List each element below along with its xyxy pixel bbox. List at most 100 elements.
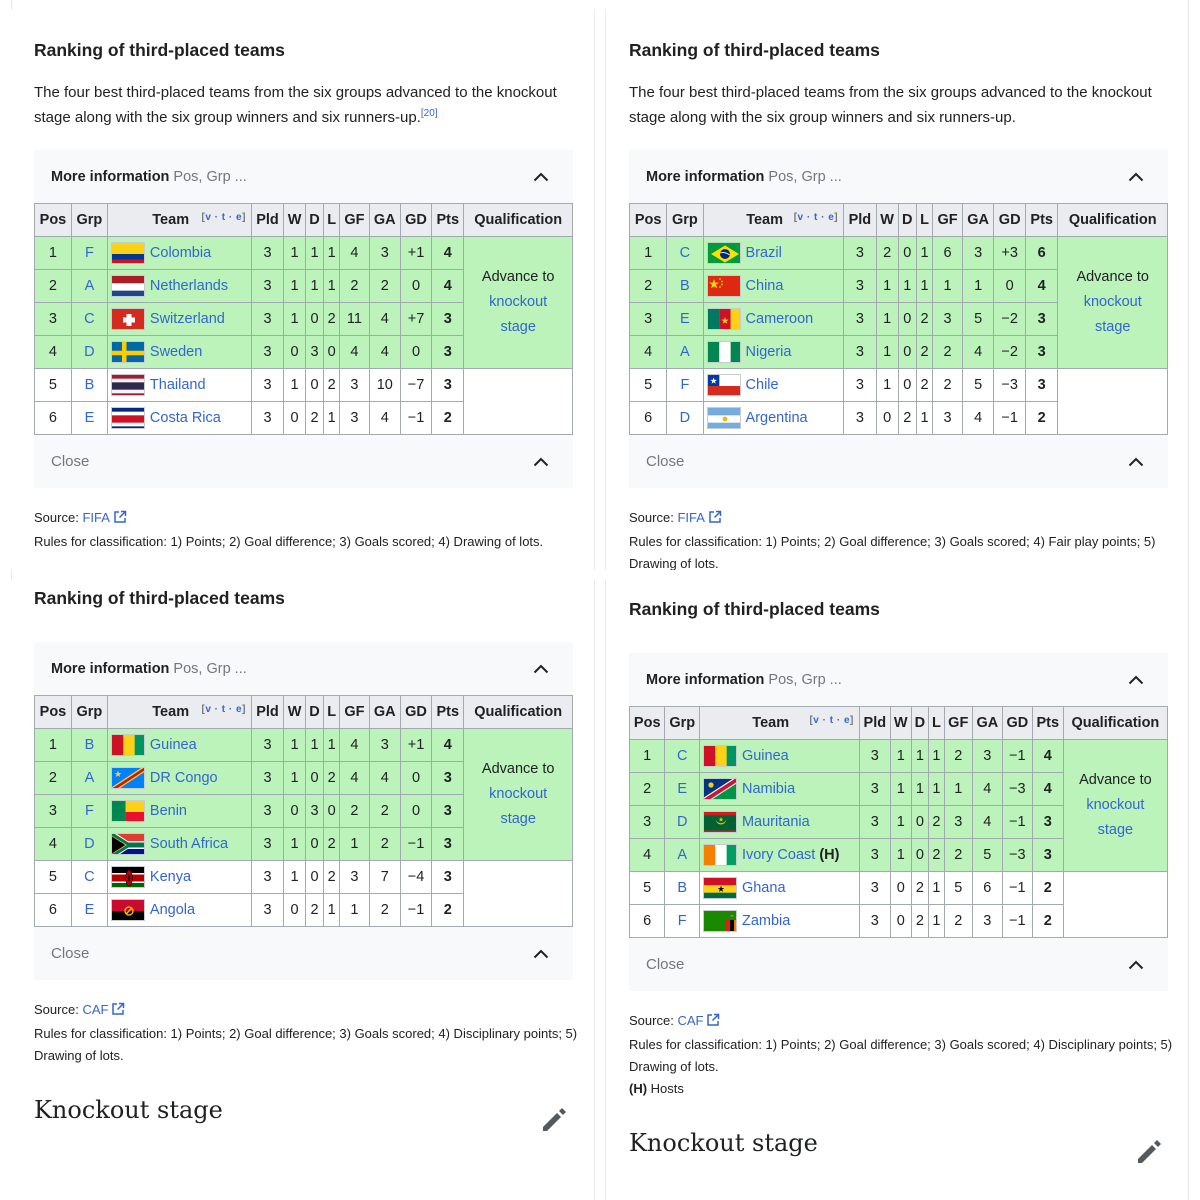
team-link[interactable]: Argentina [745, 409, 808, 426]
table-row: 2 E Namibia 3 1 1 1 1 4 −3 4 [628, 772, 1168, 806]
team-link[interactable]: Thailand [149, 376, 206, 393]
team-link[interactable]: DR Congo [149, 769, 218, 786]
group-link[interactable]: F [84, 245, 94, 261]
close-toggle[interactable]: Close [629, 435, 1168, 488]
team-link[interactable]: South Africa [149, 835, 229, 852]
vte-links[interactable]: [v · t · e] [793, 212, 839, 223]
knockout-stage-link[interactable]: knockout [1083, 294, 1142, 310]
knockout-stage-link-2[interactable]: stage [500, 811, 536, 827]
d-cell: 2 [304, 401, 325, 435]
column-header-l: L [928, 706, 945, 740]
vte-links[interactable]: [v · t · e] [809, 715, 854, 726]
vte-label[interactable]: v · t · e [813, 715, 851, 726]
vte-label[interactable]: v · t · e [205, 212, 243, 223]
group-link[interactable]: E [677, 781, 688, 797]
chevron-up-icon[interactable] [533, 457, 549, 467]
vte-links[interactable]: [v · t · e] [201, 212, 246, 223]
ga-cell: 4 [368, 302, 401, 336]
pencil-icon[interactable] [539, 1105, 569, 1135]
team-link[interactable]: Netherlands [149, 277, 229, 294]
group-link[interactable]: F [84, 803, 94, 819]
group-link[interactable]: F [680, 377, 690, 393]
more-information-toggle[interactable]: More information Pos, Grp ... [629, 653, 1168, 706]
netherlands-flag-icon [110, 275, 145, 297]
team-link[interactable]: Colombia [149, 244, 212, 261]
group-link[interactable]: B [84, 737, 95, 753]
group-link[interactable]: A [84, 278, 95, 294]
close-toggle[interactable]: Close [34, 435, 573, 488]
column-header-qualification: Qualification [1062, 706, 1169, 740]
knockout-stage-link[interactable]: knockout [489, 786, 548, 802]
source-link[interactable]: CAF [82, 1002, 109, 1017]
knockout-stage-link-2[interactable]: stage [500, 319, 536, 335]
team-link[interactable]: Chile [745, 376, 779, 393]
reference-link[interactable]: [20] [420, 108, 438, 119]
group-link[interactable]: D [676, 814, 688, 830]
knockout-stage-link-2[interactable]: stage [1094, 319, 1131, 335]
w-cell: 1 [283, 269, 306, 303]
vte-label[interactable]: v · t · e [797, 212, 835, 223]
team-link[interactable]: Benin [149, 802, 187, 819]
group-link[interactable]: C [84, 869, 95, 885]
source-link[interactable]: FIFA [82, 510, 110, 525]
vte-label[interactable]: v · t · e [205, 704, 243, 715]
chevron-up-icon[interactable] [533, 664, 549, 674]
chevron-up-icon[interactable] [1128, 960, 1144, 970]
team-link[interactable]: Nigeria [745, 343, 792, 360]
team-cell: Colombia [106, 236, 252, 270]
knockout-stage-link[interactable]: knockout [1086, 797, 1145, 813]
team-link[interactable]: Zambia [741, 912, 791, 929]
group-link[interactable]: B [84, 377, 95, 393]
chevron-up-icon[interactable] [1128, 457, 1144, 467]
group-link[interactable]: E [84, 410, 95, 426]
group-link[interactable]: E [680, 311, 690, 327]
chevron-up-icon[interactable] [1128, 172, 1144, 182]
group-link[interactable]: A [84, 770, 95, 786]
group-link[interactable]: F [677, 913, 687, 929]
knockout-stage-link-2[interactable]: stage [1097, 822, 1134, 838]
w-cell: 1 [875, 368, 899, 402]
team-link[interactable]: Switzerland [149, 310, 225, 327]
group-link[interactable]: B [677, 880, 688, 896]
gf-cell: 2 [943, 904, 973, 938]
more-information-toggle[interactable]: More information Pos, Grp ... [34, 642, 573, 695]
team-link[interactable]: Cameroon [745, 310, 814, 327]
chevron-up-icon[interactable] [1128, 675, 1144, 685]
group-link[interactable]: C [84, 311, 95, 327]
group-link[interactable]: D [84, 836, 95, 852]
source-link[interactable]: CAF [677, 1013, 704, 1028]
team-link[interactable]: Ghana [741, 879, 786, 896]
chevron-up-icon[interactable] [533, 172, 549, 182]
group-link[interactable]: D [84, 344, 95, 360]
vte-links[interactable]: [v · t · e] [201, 704, 246, 715]
group-link[interactable]: D [679, 410, 691, 426]
close-toggle[interactable]: Close [629, 938, 1168, 991]
classification-rules: Rules for classification: 1) Points; 2) … [34, 534, 544, 549]
group-link[interactable]: B [680, 278, 690, 294]
knockout-stage-link[interactable]: knockout [489, 294, 548, 310]
group-link[interactable]: A [680, 344, 690, 360]
more-information-toggle[interactable]: More information Pos, Grp ... [629, 150, 1168, 203]
team-link[interactable]: Guinea [741, 747, 789, 764]
group-link[interactable]: C [676, 748, 688, 764]
group-link[interactable]: E [84, 902, 95, 918]
team-link[interactable]: Namibia [741, 780, 796, 797]
team-link[interactable]: Angola [149, 901, 196, 918]
ga-cell: 3 [961, 236, 995, 270]
team-link[interactable]: Kenya [149, 868, 192, 885]
team-link[interactable]: Ivory Coast [741, 846, 816, 863]
pencil-icon[interactable] [1134, 1137, 1164, 1167]
group-link[interactable]: C [679, 245, 691, 261]
team-link[interactable]: Brazil [745, 244, 782, 261]
close-toggle[interactable]: Close [34, 927, 573, 980]
team-link[interactable]: Mauritania [741, 813, 810, 830]
chevron-up-icon[interactable] [533, 949, 549, 959]
team-link[interactable]: China [745, 277, 784, 294]
team-link[interactable]: Costa Rica [149, 409, 221, 426]
team-link[interactable]: Guinea [149, 736, 197, 753]
source-link[interactable]: FIFA [677, 510, 705, 525]
more-information-toggle[interactable]: More information Pos, Grp ... [34, 150, 573, 203]
group-link[interactable]: A [677, 847, 688, 863]
team-link[interactable]: Sweden [149, 343, 203, 360]
gf-cell: 2 [932, 368, 963, 402]
